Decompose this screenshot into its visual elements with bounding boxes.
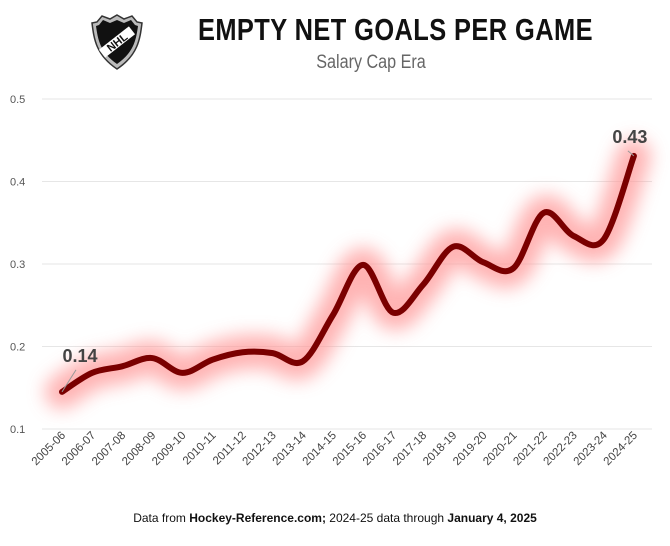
annotation-leader bbox=[627, 150, 635, 157]
y-tick-label: 0.3 bbox=[10, 259, 25, 271]
y-tick-label: 0.1 bbox=[10, 424, 25, 436]
annotation-label: 0.43 bbox=[612, 127, 647, 147]
chart-title: EMPTY NET GOALS PER GAME bbox=[197, 12, 593, 47]
annotation-label: 0.14 bbox=[62, 346, 97, 366]
footer-prefix: Data from bbox=[133, 511, 190, 525]
footer-middle: 2024-25 data through bbox=[325, 511, 448, 525]
nhl-logo: NHL bbox=[91, 14, 143, 70]
chart-subtitle: Salary Cap Era bbox=[316, 52, 426, 73]
source-note: Data from Hockey-Reference.com; 2024-25 … bbox=[0, 511, 670, 525]
y-tick-label: 0.2 bbox=[10, 342, 25, 354]
series-line bbox=[59, 152, 637, 395]
x-tick-label: 2024-25 bbox=[602, 430, 640, 468]
footer-date: January 4, 2025 bbox=[447, 511, 537, 525]
y-tick-label: 0.5 bbox=[10, 94, 25, 106]
y-tick-label: 0.4 bbox=[10, 177, 25, 189]
footer-source: Hockey-Reference.com; bbox=[189, 511, 326, 525]
annotation-leader bbox=[61, 369, 77, 393]
x-tick-label: 2009-10 bbox=[150, 430, 188, 468]
